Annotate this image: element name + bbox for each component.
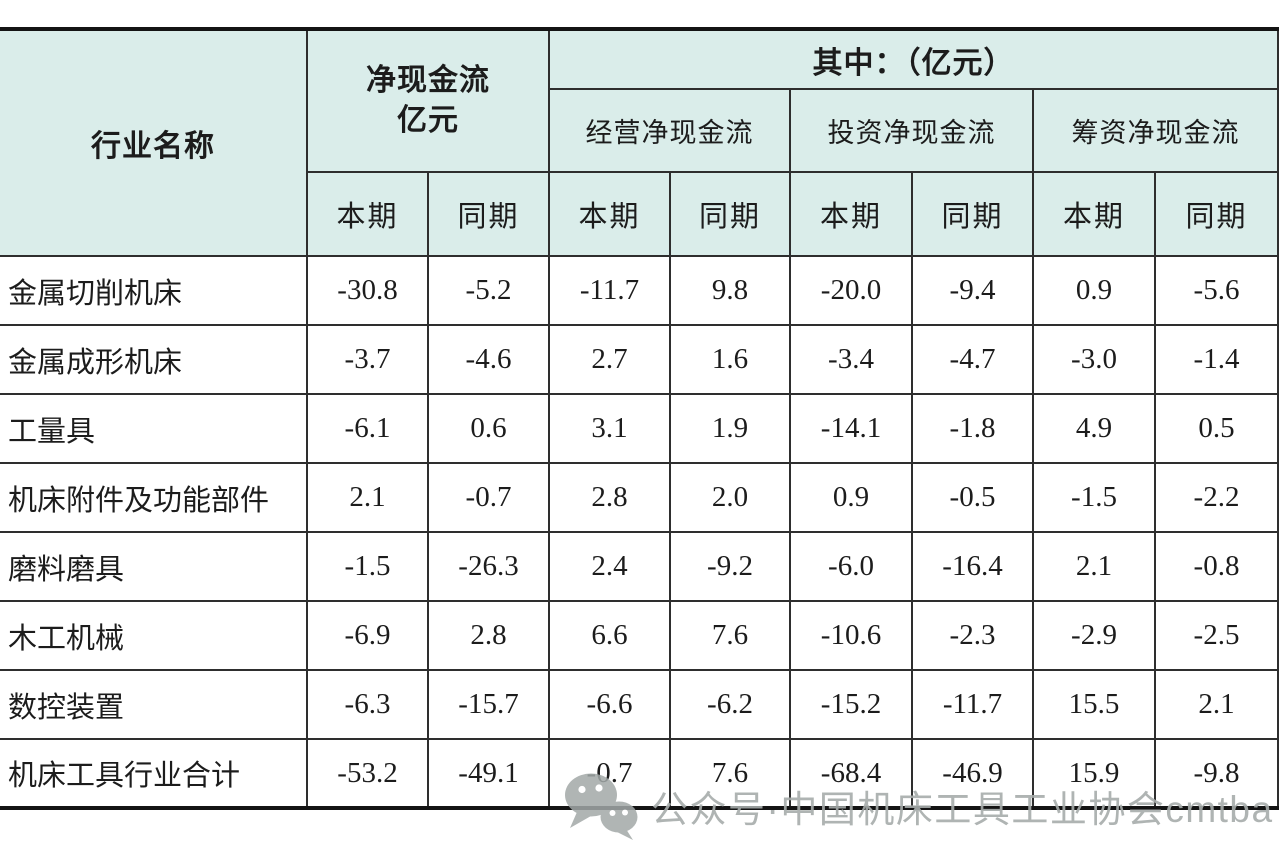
- value-cell: -3.0: [1032, 324, 1156, 395]
- header-period-prior: 同期: [1154, 171, 1279, 257]
- value-cell: -6.1: [306, 393, 429, 464]
- value-cell: -0.7: [427, 462, 550, 533]
- value-cell: -5.6: [1154, 255, 1279, 326]
- value-cell: -0.7: [548, 738, 671, 809]
- value-cell: 2.8: [548, 462, 671, 533]
- value-cell: -1.5: [1032, 462, 1156, 533]
- value-cell: 15.9: [1032, 738, 1156, 809]
- value-cell: -4.6: [427, 324, 550, 395]
- value-cell: -10.6: [789, 600, 913, 671]
- value-cell: 0.5: [1154, 393, 1279, 464]
- cashflow-table: 行业名称 净现金流 亿元 其中：（亿元） 经营净现金流 投资净现金流 筹资净现金…: [0, 27, 1279, 810]
- value-cell: -1.5: [306, 531, 429, 602]
- value-cell: -0.8: [1154, 531, 1279, 602]
- table-row: 工量具 -6.1 0.6 3.1 1.9 -14.1 -1.8 4.9 0.5: [0, 393, 1279, 464]
- value-cell: -16.4: [911, 531, 1034, 602]
- value-cell: -30.8: [306, 255, 429, 326]
- value-cell: -6.0: [789, 531, 913, 602]
- industry-name-cell: 金属切削机床: [0, 255, 308, 326]
- value-cell: 0.9: [1032, 255, 1156, 326]
- header-period-current: 本期: [789, 171, 913, 257]
- value-cell: -3.7: [306, 324, 429, 395]
- value-cell: 6.6: [548, 600, 671, 671]
- industry-name-cell: 机床工具行业合计: [0, 738, 308, 809]
- value-cell: -9.4: [911, 255, 1034, 326]
- header-net-cash-flow: 净现金流 亿元: [306, 28, 550, 173]
- value-cell: 2.1: [1032, 531, 1156, 602]
- value-cell: 2.1: [1154, 669, 1279, 740]
- value-cell: 3.1: [548, 393, 671, 464]
- industry-name-cell: 数控装置: [0, 669, 308, 740]
- value-cell: -1.8: [911, 393, 1034, 464]
- value-cell: 0.9: [789, 462, 913, 533]
- value-cell: 15.5: [1032, 669, 1156, 740]
- value-cell: -3.4: [789, 324, 913, 395]
- value-cell: -15.2: [789, 669, 913, 740]
- value-cell: 2.7: [548, 324, 671, 395]
- value-cell: -9.2: [669, 531, 791, 602]
- industry-name-cell: 工量具: [0, 393, 308, 464]
- header-among-which: 其中：（亿元）: [548, 28, 1279, 90]
- value-cell: -6.6: [548, 669, 671, 740]
- value-cell: -6.3: [306, 669, 429, 740]
- industry-name-cell: 机床附件及功能部件: [0, 462, 308, 533]
- table-row: 机床工具行业合计 -53.2 -49.1 -0.7 7.6 -68.4 -46.9 15.9-…: [0, 738, 1279, 809]
- value-cell: -5.2: [427, 255, 550, 326]
- header-net-cash-flow-line1: 净现金流: [366, 63, 490, 97]
- value-cell: -2.2: [1154, 462, 1279, 533]
- value-cell: -6.9: [306, 600, 429, 671]
- header-period-prior: 同期: [669, 171, 791, 257]
- value-cell: 1.9: [669, 393, 791, 464]
- value-cell: -6.2: [669, 669, 791, 740]
- value-cell: -68.4: [789, 738, 913, 809]
- industry-name-cell: 木工机械: [0, 600, 308, 671]
- header-period-current: 本期: [306, 171, 429, 257]
- value-cell: -20.0: [789, 255, 913, 326]
- value-cell: 9.8: [669, 255, 791, 326]
- value-cell: -2.5: [1154, 600, 1279, 671]
- value-cell: 2.0: [669, 462, 791, 533]
- header-period-current: 本期: [1032, 171, 1156, 257]
- value-cell: 4.9: [1032, 393, 1156, 464]
- header-industry-name: 行业名称: [0, 28, 308, 257]
- value-cell: 0.6: [427, 393, 550, 464]
- table-row: 机床附件及功能部件 2.1 -0.7 2.8 2.0 0.9 -0.5 -1.5 -2.2: [0, 462, 1279, 533]
- table-row: 金属成形机床 -3.7 -4.6 2.7 1.6 -3.4 -4.7 -3.0 -1.4: [0, 324, 1279, 395]
- value-cell: -1.4: [1154, 324, 1279, 395]
- industry-name-cell: 磨料磨具: [0, 531, 308, 602]
- header-period-prior: 同期: [911, 171, 1034, 257]
- value-cell: 7.6: [669, 600, 791, 671]
- header-investing-net-cash-flow: 投资净现金流: [789, 88, 1034, 173]
- value-cell: -53.2: [306, 738, 429, 809]
- value-cell: -2.9: [1032, 600, 1156, 671]
- value-cell: -11.7: [911, 669, 1034, 740]
- value-cell: 1.6: [669, 324, 791, 395]
- header-net-cash-flow-line2: 亿元: [397, 104, 459, 137]
- value-cell: -15.7: [427, 669, 550, 740]
- table-header: 行业名称 净现金流 亿元 其中：（亿元） 经营净现金流 投资净现金流 筹资净现金…: [0, 28, 1279, 257]
- table-row: 磨料磨具 -1.5 -26.3 2.4 -9.2 -6.0 -16.4 2.1 -0.8: [0, 531, 1279, 602]
- value-cell: -4.7: [911, 324, 1034, 395]
- value-cell: -11.7: [548, 255, 671, 326]
- table-row: 数控装置 -6.3 -15.7 -6.6 -6.2 -15.2 -11.7 15.5 2.1: [0, 669, 1279, 740]
- header-period-current: 本期: [548, 171, 671, 257]
- value-cell: -0.5: [911, 462, 1034, 533]
- value-cell: -49.1: [427, 738, 550, 809]
- table-row: 金属切削机床 -30.8 -5.2 -11.7 9.8 -20.0 -9.4 0.9 -5.6: [0, 255, 1279, 326]
- value-cell: 2.1: [306, 462, 429, 533]
- value-cell: -2.3: [911, 600, 1034, 671]
- industry-name-cell: 金属成形机床: [0, 324, 308, 395]
- value-cell: 2.8: [427, 600, 550, 671]
- table-row: 木工机械 -6.9 2.8 6.6 7.6 -10.6 -2.3 -2.9 -2.5: [0, 600, 1279, 671]
- value-cell: -14.1: [789, 393, 913, 464]
- value-cell: -9.8: [1154, 738, 1279, 809]
- header-financing-net-cash-flow: 筹资净现金流: [1032, 88, 1279, 173]
- value-cell: 2.4: [548, 531, 671, 602]
- value-cell: 7.6: [669, 738, 791, 809]
- header-period-prior: 同期: [427, 171, 550, 257]
- table-body: 金属切削机床 -30.8 -5.2 -11.7 9.8 -20.0 -9.4 0.9 -5.6 金…: [0, 255, 1279, 809]
- header-operating-net-cash-flow: 经营净现金流: [548, 88, 791, 173]
- value-cell: -26.3: [427, 531, 550, 602]
- value-cell: -46.9: [911, 738, 1034, 809]
